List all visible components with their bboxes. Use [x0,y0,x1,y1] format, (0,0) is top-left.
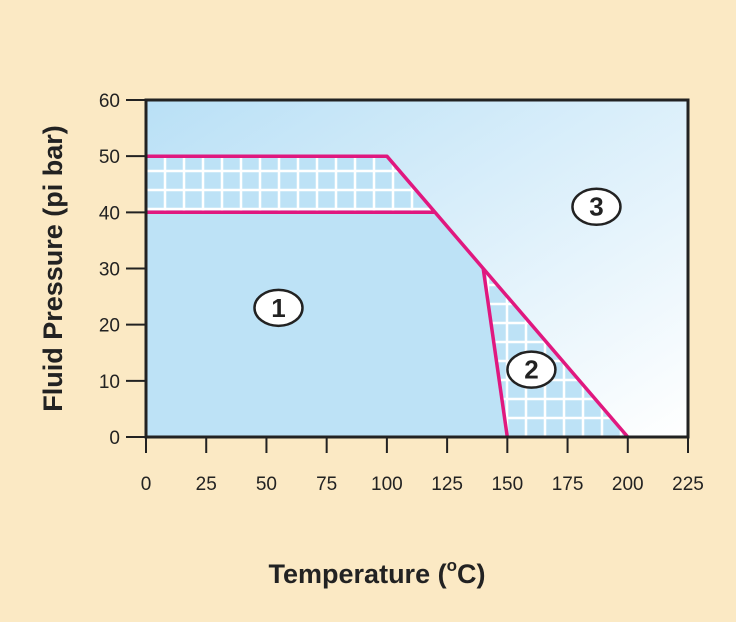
boundary-line-1 [146,154,630,439]
x-tick-label: 150 [491,474,523,495]
x-axis-label-main: Temperature ( [269,559,447,589]
region-label-text: 3 [589,192,603,222]
x-tick-label: 25 [196,474,217,495]
x-tick-label: 50 [256,474,277,495]
region-label-text: 2 [524,355,538,385]
hatch-fill [146,156,436,213]
region-label-circle [506,350,557,389]
region-label-circle [253,288,304,328]
x-axis-label-degree: o [447,556,457,575]
y-axis-label: Fluid Pressure (pi bar) [38,125,68,412]
region-label-circle [571,187,622,226]
y-tick-label: 10 [99,372,120,393]
y-tick-label: 50 [99,147,120,168]
x-tick-label: 175 [552,474,584,495]
x-tick-label: 200 [612,474,644,495]
x-tick-label: 125 [431,474,463,495]
y-tick-label: 30 [99,260,120,281]
region-label-1: 1 [253,288,304,328]
hatched-region-1 [146,156,436,213]
y-tick-label: 20 [99,316,120,337]
region-label-3: 3 [571,187,622,226]
x-axis-label: Temperature (oC) [269,556,486,589]
region-label-2: 2 [506,350,557,389]
x-tick-label: 75 [316,474,337,495]
x-tick-label: 225 [672,474,704,495]
x-tick-label: 100 [371,474,403,495]
y-tick-label: 60 [99,91,120,112]
region-label-text: 1 [271,293,285,323]
x-tick-label: 0 [141,474,152,495]
boundary-line-3 [481,268,510,438]
x-axis-label-end: C) [457,559,486,589]
y-tick-label: 40 [99,203,120,224]
y-tick-label: 0 [109,428,120,449]
